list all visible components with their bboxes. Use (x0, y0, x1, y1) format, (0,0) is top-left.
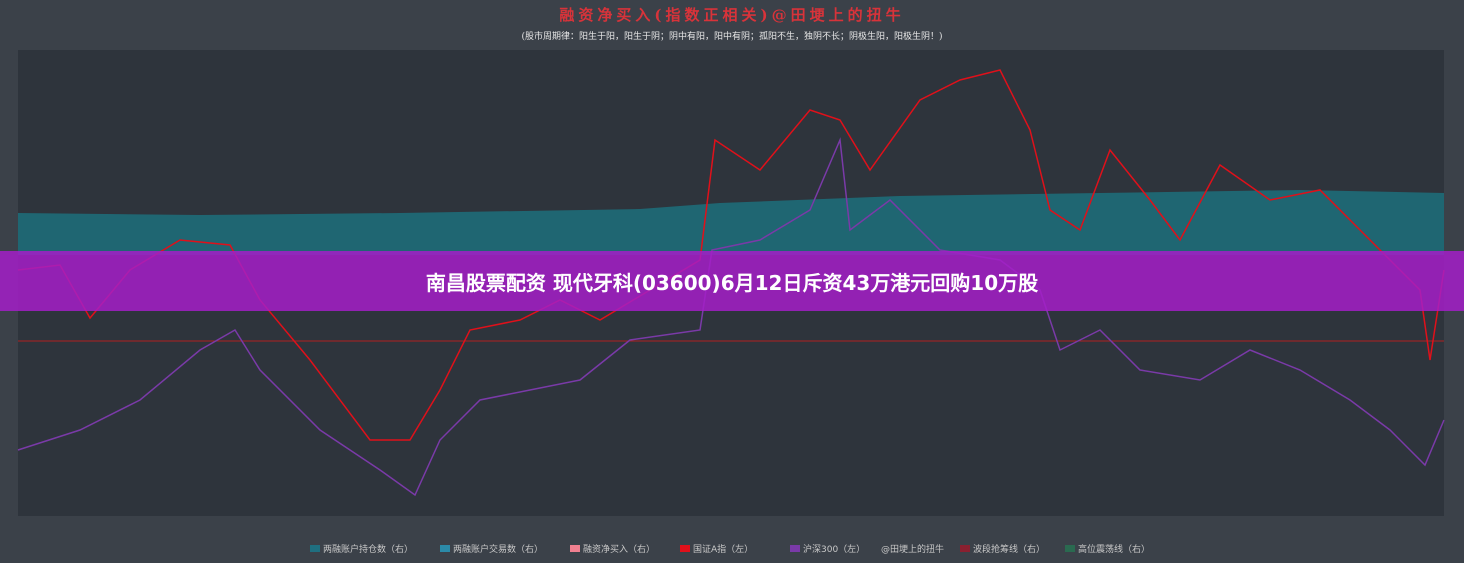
chart-subtitle: (股市周期律：阳生于阳，阳生于阴；阴中有阳，阳中有阴；孤阳不生，独阴不长；阴极生… (521, 30, 942, 42)
legend-label: 沪深300（左） (803, 543, 865, 555)
legend-label: @田埂上的扭牛 (881, 543, 944, 555)
legend-swatch (868, 545, 878, 552)
legend-swatch (960, 545, 970, 552)
legend-swatch (680, 545, 690, 552)
legend-label: 国证A指（左） (693, 543, 753, 555)
legend-swatch (440, 545, 450, 552)
legend-label: 融资净买入（右） (583, 543, 655, 555)
headline-banner: 南昌股票配资 现代牙科(03600)6月12日斥资43万港元回购10万股 (0, 251, 1464, 311)
legend-swatch (310, 545, 320, 552)
area-decoration (18, 190, 1444, 255)
legend: 两融账户持仓数（右） 两融账户交易数（右） 融资净买入（右） 国证A指（左） 沪深300… (310, 543, 1150, 555)
legend-label: 两融账户持仓数（右） (323, 543, 413, 555)
legend-swatch (1065, 545, 1075, 552)
legend-swatch (790, 545, 800, 552)
legend-label: 高位震荡线（右） (1078, 543, 1150, 555)
legend-label: 两融账户交易数（右） (453, 543, 543, 555)
legend-label: 波段抢筹线（右） (973, 543, 1045, 555)
legend-swatch (570, 545, 580, 552)
line-decoration (17, 137, 1445, 497)
chart-title: 融资净买入(指数正相关)@田埂上的扭牛 (559, 6, 904, 24)
